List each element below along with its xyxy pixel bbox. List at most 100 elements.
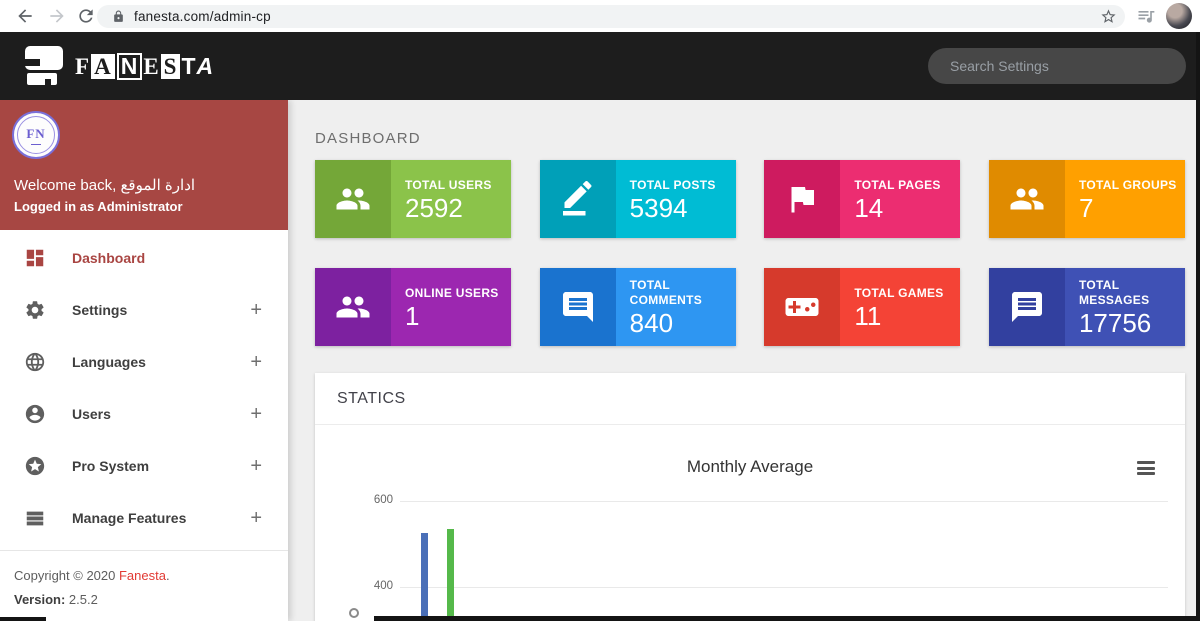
back-icon[interactable] bbox=[15, 6, 35, 26]
chart-bar-series-green bbox=[447, 528, 454, 616]
card-body: TOTAL GROUPS 7 bbox=[1064, 160, 1185, 238]
card-body: TOTAL COMMENTS 840 bbox=[615, 268, 736, 346]
forward-icon[interactable] bbox=[47, 6, 67, 26]
comment-icon bbox=[1011, 292, 1042, 322]
card-value: 17756 bbox=[1078, 308, 1152, 339]
expand-plus-icon[interactable]: + bbox=[250, 454, 262, 477]
fanesta-link[interactable]: Fanesta bbox=[118, 568, 166, 583]
card-total-users[interactable]: TOTAL USERS 2592 bbox=[315, 160, 511, 238]
sidebar-footer: Copyright © 2020 Fanesta. Version: 2.5.2 bbox=[0, 550, 288, 621]
card-label: TOTAL USERS bbox=[405, 177, 492, 192]
sidebar-menu: Dashboard Settings + Languages + Users + Pro Sy… bbox=[0, 232, 288, 544]
logged-in-text: Logged in as Administrator bbox=[14, 199, 183, 214]
expand-plus-icon[interactable]: + bbox=[250, 350, 262, 373]
sidebar-item-settings[interactable]: Settings + bbox=[0, 284, 288, 336]
card-total-pages[interactable]: TOTAL PAGES 14 bbox=[764, 160, 961, 238]
main-content: DASHBOARD TOTAL USERS 2592 TOTAL POSTS 5394… bbox=[288, 100, 1200, 621]
globe-icon bbox=[25, 352, 45, 372]
card-total-messages[interactable]: TOTAL MESSAGES 17756 bbox=[988, 268, 1185, 346]
expand-plus-icon[interactable]: + bbox=[250, 506, 262, 529]
people-icon bbox=[1010, 188, 1044, 210]
sidebar-item-label: Pro System bbox=[72, 458, 150, 474]
avatar-initials: FN bbox=[26, 125, 46, 141]
sidebar-item-pro-system[interactable]: Pro System + bbox=[0, 440, 288, 492]
user-icon bbox=[25, 404, 45, 424]
card-body: ONLINE USERS 1 bbox=[391, 268, 511, 346]
sidebar: FN Welcome back, ادارة الموقع Logged in … bbox=[0, 100, 288, 621]
version-text: Version: 2.5.2 bbox=[14, 592, 98, 607]
rows-icon bbox=[26, 511, 44, 526]
stat-cards: TOTAL USERS 2592 TOTAL POSTS 5394 TOTAL PAGE… bbox=[315, 160, 1185, 346]
edit-icon bbox=[562, 181, 592, 216]
sidebar-item-dashboard[interactable]: Dashboard bbox=[0, 232, 288, 284]
chart-title: Monthly Average bbox=[686, 457, 814, 476]
sidebar-item-users[interactable]: Users + bbox=[0, 388, 288, 440]
card-value: 5394 bbox=[629, 192, 688, 223]
sidebar-item-label: Settings bbox=[72, 302, 128, 318]
sidebar-item-languages[interactable]: Languages + bbox=[0, 336, 288, 388]
chart-menu-icon[interactable] bbox=[1137, 461, 1155, 475]
url-text: fanesta.com/admin-cp bbox=[134, 9, 271, 24]
welcome-username: ادارة الموقع bbox=[120, 177, 196, 194]
browser-profile-avatar[interactable] bbox=[1166, 3, 1192, 29]
card-icon-box bbox=[988, 268, 1065, 346]
card-body: TOTAL MESSAGES 17756 bbox=[1064, 268, 1185, 346]
welcome-panel: FN Welcome back, ادارة الموقع Logged in … bbox=[0, 100, 288, 230]
card-icon-box bbox=[315, 160, 391, 238]
sidebar-item-label: Manage Features bbox=[72, 510, 187, 526]
card-label: TOTAL MESSAGES bbox=[1078, 278, 1150, 308]
dashboard-icon bbox=[26, 249, 44, 267]
user-avatar[interactable]: FN bbox=[12, 111, 60, 159]
window-scrollbar[interactable] bbox=[1196, 32, 1200, 621]
flag-icon bbox=[791, 187, 815, 213]
statics-panel: STATICS Monthly Average 600 400 bbox=[315, 373, 1185, 621]
card-value: 7 bbox=[1078, 192, 1094, 223]
url-bar[interactable]: fanesta.com/admin-cp bbox=[97, 5, 1125, 28]
card-icon-box bbox=[539, 268, 616, 346]
bottom-edge-strip-right bbox=[374, 616, 1200, 621]
star-circle-icon bbox=[25, 456, 45, 476]
expand-plus-icon[interactable]: + bbox=[250, 298, 262, 321]
card-icon-box bbox=[315, 268, 391, 346]
card-total-posts[interactable]: TOTAL POSTS 5394 bbox=[539, 160, 736, 238]
expand-plus-icon[interactable]: + bbox=[250, 402, 262, 425]
sidebar-item-label: Dashboard bbox=[72, 250, 146, 266]
bottom-edge-strip-left bbox=[0, 617, 46, 621]
fanesta-logo-icon bbox=[25, 44, 65, 88]
card-value: 11 bbox=[854, 300, 882, 331]
chart-bar-series-blue bbox=[421, 533, 428, 616]
bookmark-star-icon[interactable] bbox=[1100, 8, 1117, 25]
card-body: TOTAL GAMES 11 bbox=[840, 268, 961, 346]
card-value: 14 bbox=[854, 192, 884, 223]
card-label: TOTAL GROUPS bbox=[1078, 177, 1177, 192]
card-online-users[interactable]: ONLINE USERS 1 bbox=[315, 268, 511, 346]
card-label: TOTAL POSTS bbox=[629, 177, 716, 192]
reload-icon[interactable] bbox=[76, 6, 96, 26]
card-total-groups[interactable]: TOTAL GROUPS 7 bbox=[988, 160, 1185, 238]
browser-toolbar: fanesta.com/admin-cp bbox=[0, 0, 1200, 32]
gridline bbox=[400, 501, 1168, 502]
gridline bbox=[400, 587, 1168, 588]
welcome-text: Welcome back, ادارة الموقع bbox=[14, 177, 196, 194]
search-settings-input[interactable] bbox=[928, 48, 1186, 84]
card-value: 2592 bbox=[405, 192, 463, 223]
card-total-games[interactable]: TOTAL GAMES 11 bbox=[764, 268, 961, 346]
card-icon-box bbox=[539, 160, 616, 238]
card-icon-box bbox=[764, 160, 841, 238]
card-label: ONLINE USERS bbox=[405, 285, 499, 300]
lock-icon[interactable] bbox=[112, 10, 125, 23]
sidebar-item-label: Languages bbox=[72, 354, 146, 370]
gear-icon bbox=[26, 301, 44, 319]
card-total-comments[interactable]: TOTAL COMMENTS 840 bbox=[539, 268, 736, 346]
playlist-extension-icon[interactable] bbox=[1136, 6, 1156, 26]
chart-axis-dot bbox=[349, 608, 359, 618]
y-axis-tick-label: 400 bbox=[373, 580, 393, 592]
sidebar-item-manage-features[interactable]: Manage Features + bbox=[0, 492, 288, 544]
card-body: TOTAL POSTS 5394 bbox=[615, 160, 736, 238]
sidebar-item-label: Users bbox=[72, 406, 111, 422]
card-body: TOTAL USERS 2592 bbox=[391, 160, 511, 238]
